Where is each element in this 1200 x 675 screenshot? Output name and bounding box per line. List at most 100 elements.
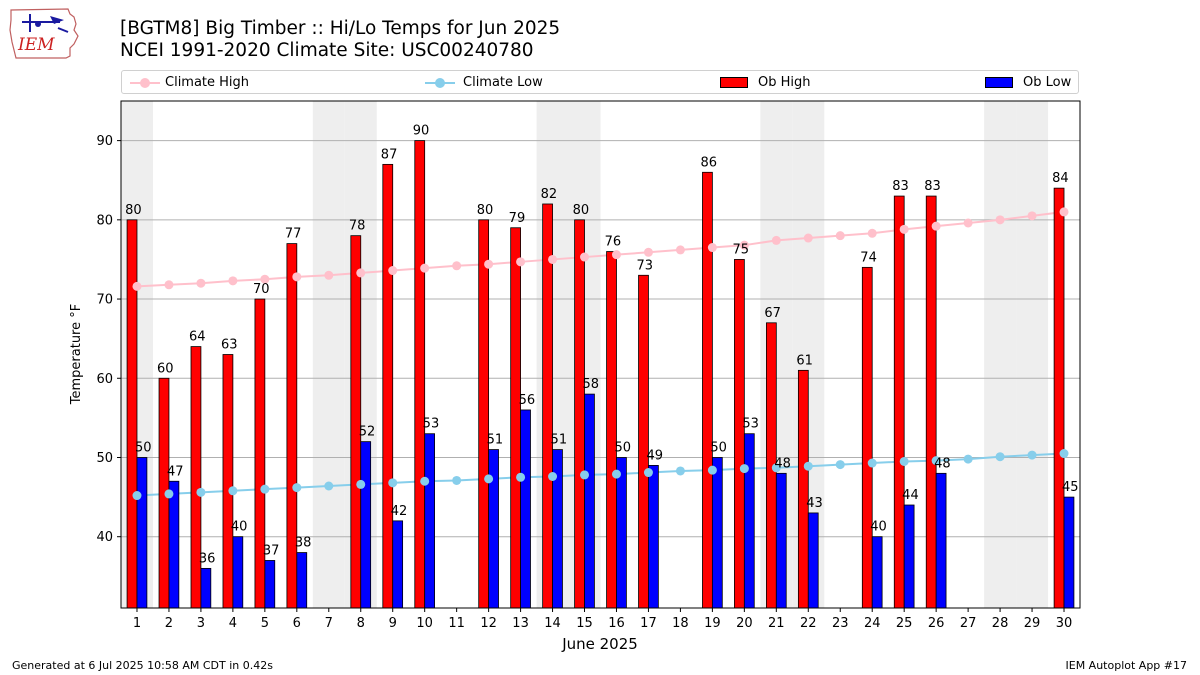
ob-high-value-label: 60 <box>157 361 174 376</box>
ob-high-bar-day-17 <box>638 274 649 609</box>
ob-high-bar-day-26 <box>925 195 937 609</box>
ob-high-value-label: 76 <box>605 235 622 250</box>
ob-low-value-label: 58 <box>583 377 600 392</box>
x-tick-label: 16 <box>608 616 625 631</box>
ob-low-bar-day-3 <box>200 567 212 609</box>
x-tick-label: 17 <box>640 616 657 631</box>
ob-low-bar-day-15 <box>584 393 595 609</box>
climate-low-point <box>388 478 398 488</box>
ob-high-bar-day-1 <box>126 219 138 609</box>
ob-high-bar-day-24 <box>861 266 873 609</box>
x-tick-label: 11 <box>448 616 465 631</box>
climate-low-point <box>739 464 749 474</box>
ob-low-value-label: 44 <box>902 488 919 503</box>
iem-logo: IEM <box>9 8 79 59</box>
ob-low-value-label: 50 <box>614 440 631 455</box>
ob-low-value-label: 38 <box>295 536 312 551</box>
ob-high-bar-day-20 <box>734 259 745 609</box>
legend-marker-swatch <box>140 78 150 88</box>
title-line-2: NCEI 1991-2020 Climate Site: USC00240780 <box>120 40 534 61</box>
x-tick-label: 13 <box>512 616 529 631</box>
ob-high-bar-day-6 <box>286 243 298 609</box>
legend-box-swatch <box>985 77 1013 88</box>
climate-low-point <box>260 484 270 494</box>
ob-high-value-label: 70 <box>253 282 270 297</box>
title-line-1: [BGTM8] Big Timber :: Hi/Lo Temps for Ju… <box>120 18 561 39</box>
climate-low-point <box>835 460 845 470</box>
climate-high-point <box>803 233 813 243</box>
ob-high-bar-day-10 <box>414 140 426 609</box>
ob-low-bar-day-25 <box>903 504 915 609</box>
x-tick-label: 15 <box>576 616 593 631</box>
ob-low-bar-day-20 <box>743 433 755 609</box>
climate-low-point <box>867 458 877 468</box>
climate-high-point <box>228 276 238 286</box>
ob-high-value-label: 79 <box>509 211 526 226</box>
climate-high-point <box>611 250 621 260</box>
ob-low-bar-day-5 <box>264 560 276 609</box>
climate-high-point <box>675 245 685 255</box>
ob-high-value-label: 63 <box>221 338 238 353</box>
y-tick-label: 50 <box>96 451 113 466</box>
climate-high-point <box>867 228 877 238</box>
legend-label: Climate High <box>165 75 250 90</box>
climate-high-point <box>324 270 334 280</box>
climate-low-point <box>452 475 462 485</box>
climate-points <box>132 207 1069 501</box>
ob-low-bar-day-2 <box>168 480 180 609</box>
climate-low-point <box>292 483 302 493</box>
climate-high-point <box>548 254 558 264</box>
ob-low-value-label: 40 <box>870 520 887 535</box>
y-tick-label: 40 <box>96 530 113 545</box>
ob-high-bar-day-30 <box>1053 187 1065 609</box>
ob-low-bar-day-12 <box>488 449 499 609</box>
legend-label: Ob High <box>758 75 811 90</box>
ob-low-value-label: 48 <box>934 456 951 471</box>
x-tick-label: 1 <box>133 616 141 631</box>
climate-high-point <box>771 235 781 245</box>
observed-bars <box>126 140 1075 609</box>
ob-low-value-label: 48 <box>774 456 791 471</box>
climate-low-point <box>132 491 142 501</box>
climate-high-point <box>835 231 845 241</box>
ob-low-value-label: 42 <box>391 504 408 519</box>
climate-high-point <box>580 252 590 262</box>
footer-generated: Generated at 6 Jul 2025 10:58 AM CDT in … <box>12 659 273 672</box>
x-axis-label: June 2025 <box>561 635 638 653</box>
ob-low-value-label: 43 <box>806 496 823 511</box>
ob-low-value-label: 50 <box>710 440 727 455</box>
ob-high-value-label: 80 <box>477 203 494 218</box>
ob-high-bar-day-4 <box>222 354 234 609</box>
ob-high-bar-day-9 <box>382 163 394 609</box>
ob-high-bar-day-3 <box>190 346 202 609</box>
climate-high-point <box>643 247 653 257</box>
climate-high-point <box>899 224 909 234</box>
climate-low-point <box>420 476 430 486</box>
ob-low-value-label: 52 <box>359 425 376 440</box>
ob-high-bar-day-16 <box>606 251 617 609</box>
climate-high-point <box>420 263 430 273</box>
climate-low-point <box>707 465 717 475</box>
climate-low-point <box>484 474 494 484</box>
ob-low-bar-day-10 <box>424 433 435 609</box>
climate-low-point <box>516 472 526 482</box>
ob-low-value-label: 47 <box>167 464 184 479</box>
ob-low-bar-day-1 <box>136 457 148 609</box>
ob-high-value-label: 90 <box>413 124 430 139</box>
legend-box-swatch <box>720 77 748 88</box>
x-tick-label: 27 <box>960 616 977 631</box>
ob-low-bar-day-13 <box>520 409 531 609</box>
climate-low-point <box>771 463 781 473</box>
climate-low-point <box>803 461 813 471</box>
weekend-band-day-28 <box>984 101 1017 608</box>
svg-text:IEM: IEM <box>17 35 55 55</box>
ob-high-value-label: 61 <box>796 353 813 368</box>
x-tick-label: 4 <box>229 616 237 631</box>
ob-low-value-label: 51 <box>551 433 568 448</box>
legend-label: Ob Low <box>1023 75 1072 90</box>
ob-low-bar-day-19 <box>711 457 723 609</box>
ob-low-bar-day-4 <box>232 536 244 609</box>
chart-title: [BGTM8] Big Timber :: Hi/Lo Temps for Ju… <box>120 18 560 62</box>
x-tick-label: 7 <box>325 616 333 631</box>
ob-high-value-label: 64 <box>189 330 206 345</box>
